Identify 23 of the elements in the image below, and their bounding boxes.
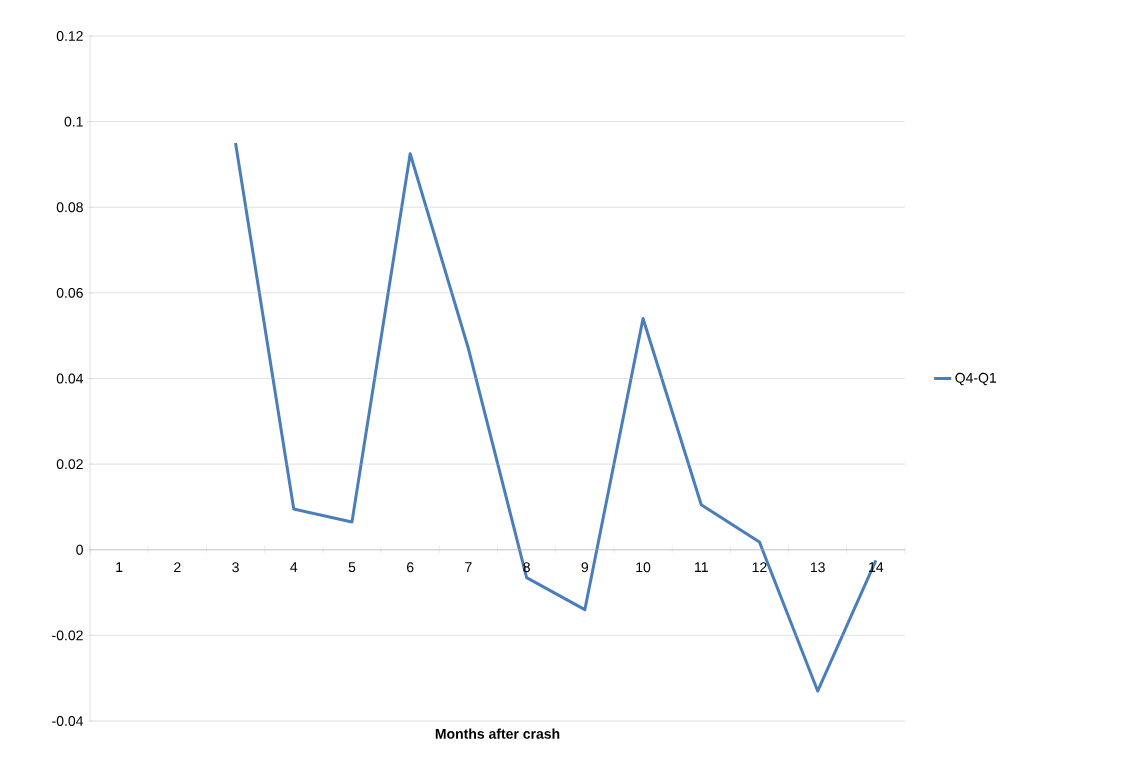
y-tick-label: 0.04 — [56, 373, 84, 384]
legend-label: Q4-Q1 — [955, 372, 997, 386]
x-tick-label: 6 — [407, 562, 414, 573]
x-tick-label: 13 — [810, 562, 825, 573]
y-tick-label: 0.1 — [64, 116, 83, 127]
x-tick-label: 11 — [695, 562, 708, 572]
x-tick-label: 7 — [465, 562, 472, 572]
x-axis-title: Months after crash — [435, 728, 560, 739]
y-tick-label: 0 — [76, 544, 83, 555]
y-tick-label: 0.12 — [56, 31, 83, 41]
x-tick-label: 1 — [116, 562, 123, 572]
x-tick-label: 9 — [581, 562, 589, 573]
x-tick-label: 5 — [348, 562, 356, 573]
x-tick-label: 3 — [232, 562, 239, 573]
y-tick-label: 0.08 — [56, 202, 83, 213]
x-tick-label: 12 — [752, 562, 767, 573]
x-tick-label: 2 — [174, 562, 181, 573]
y-tick-label: -0.02 — [52, 630, 83, 641]
y-tick-label: 0.02 — [56, 459, 83, 470]
x-tick-label: 10 — [636, 562, 651, 573]
y-tick-label: 0.06 — [56, 287, 83, 298]
x-tick-label: 4 — [290, 562, 298, 572]
y-tick-label: -0.04 — [52, 716, 84, 726]
